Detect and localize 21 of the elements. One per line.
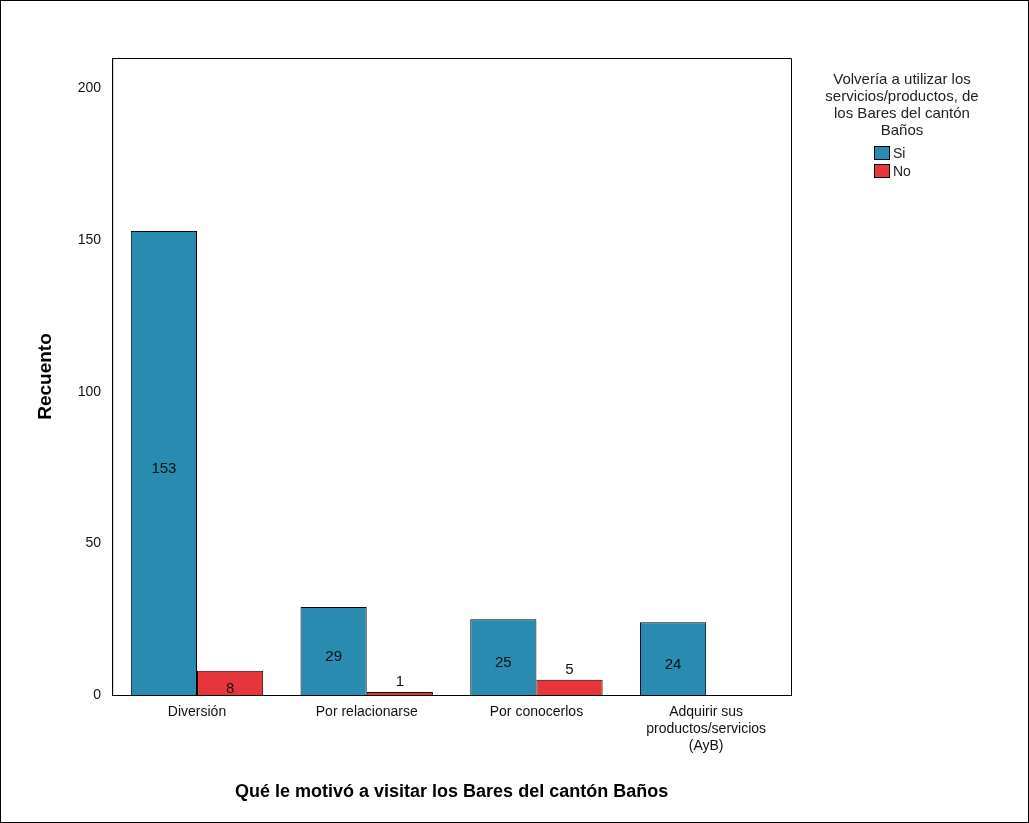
data-label: 29 xyxy=(325,647,342,665)
y-tick-label: 100 xyxy=(77,382,102,399)
legend-label: No xyxy=(893,163,911,179)
x-tick-label: Adquirir sus productos/servicios (AyB) xyxy=(646,703,767,753)
x-tick-label: Por relacionarse xyxy=(315,703,418,720)
y-axis-title: Recuento xyxy=(33,333,55,420)
x-tick-label: Diversión xyxy=(167,703,227,720)
legend-title: Volvería a utilizar los servicios/productos, de los Bares del cantón Baños xyxy=(824,70,980,138)
y-tick-label: 50 xyxy=(85,534,102,551)
data-label: 24 xyxy=(664,654,682,672)
y-tick-label: 200 xyxy=(77,79,102,96)
data-label: 25 xyxy=(495,653,512,671)
x-axis-title: Qué le motivó a visitar los Bares del cantón Baños xyxy=(235,781,669,802)
y-tick-label: 150 xyxy=(77,230,102,247)
data-label: 8 xyxy=(225,679,235,697)
x-tick-label: Por conocerlos xyxy=(489,703,584,720)
legend-label: Si xyxy=(893,145,906,161)
data-label: 5 xyxy=(565,659,574,677)
data-label: 1 xyxy=(395,672,404,690)
y-tick-label: 0 xyxy=(93,685,102,702)
data-label: 153 xyxy=(151,459,177,477)
